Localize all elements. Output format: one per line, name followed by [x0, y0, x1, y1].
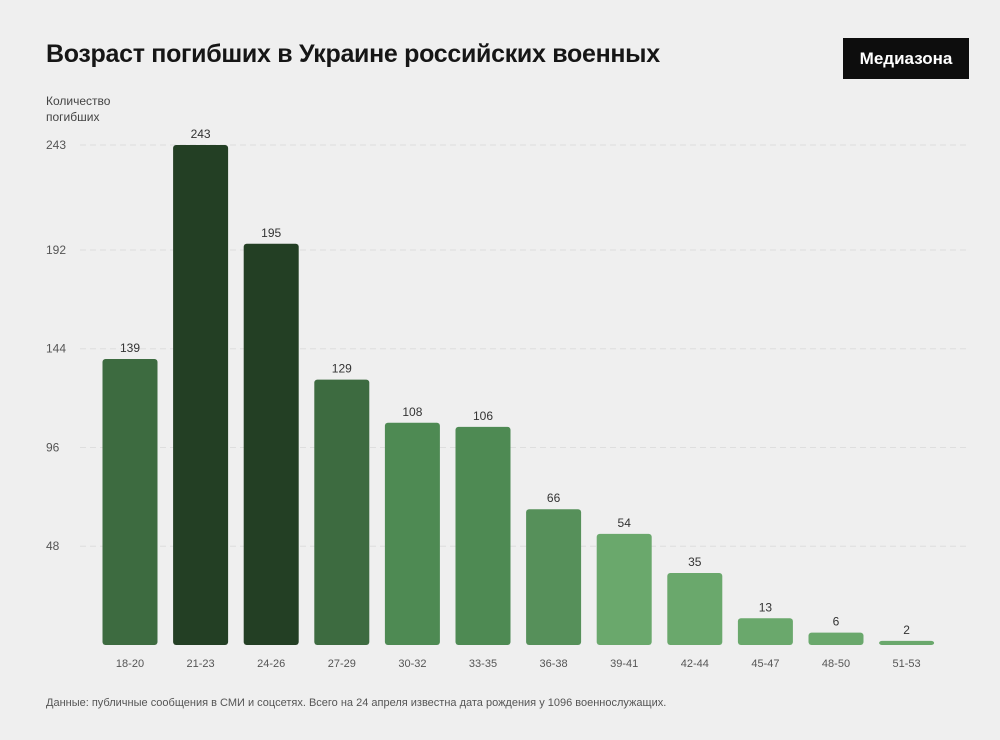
bar-chart: 48 96 144 192 243 139 18-20 243 21-23 195 24-26 12… [46, 127, 970, 670]
bar-value-label: 35 [688, 555, 702, 569]
source-note: Данные: публичные сообщения в СМИ и соцс… [46, 697, 667, 709]
grid-lines: 48 96 144 192 243 [46, 138, 970, 553]
bar-value-label: 66 [547, 491, 561, 505]
y-tick-label: 48 [46, 539, 60, 553]
bars: 139 18-20 243 21-23 195 24-26 129 27-29 108 30-32… [102, 127, 935, 670]
y-axis-label: Количество погибших [46, 94, 111, 124]
bar-value-label: 243 [191, 127, 211, 141]
bar-value-label: 13 [759, 600, 773, 614]
chart-title: Возраст погибших в Украине российских во… [46, 40, 660, 68]
x-tick-label: 21-23 [187, 658, 215, 670]
x-tick-label: 36-38 [540, 658, 568, 670]
bar-value-label: 195 [261, 226, 281, 240]
x-tick-label: 45-47 [751, 658, 779, 670]
bar-value-label: 54 [618, 516, 632, 530]
bar [596, 533, 652, 645]
y-tick-label: 96 [46, 440, 60, 454]
bar-value-label: 6 [833, 615, 840, 629]
x-tick-label: 42-44 [681, 658, 709, 670]
x-tick-label: 24-26 [257, 658, 285, 670]
x-tick-label: 30-32 [398, 658, 426, 670]
bar [314, 379, 370, 645]
bar [808, 632, 864, 645]
x-tick-label: 39-41 [610, 658, 638, 670]
x-tick-label: 27-29 [328, 658, 356, 670]
bar [526, 509, 582, 645]
bar-value-label: 129 [332, 362, 352, 376]
bar [455, 426, 511, 645]
bar [243, 243, 299, 645]
bar [667, 572, 723, 645]
bar [879, 640, 935, 645]
x-tick-label: 18-20 [116, 658, 144, 670]
bar-value-label: 139 [120, 341, 140, 355]
bar [102, 358, 158, 645]
x-tick-label: 51-53 [893, 658, 921, 670]
y-tick-label: 192 [46, 243, 66, 257]
bar [173, 145, 229, 645]
y-tick-label: 144 [46, 342, 66, 356]
bar-value-label: 108 [402, 405, 422, 419]
x-tick-label: 33-35 [469, 658, 497, 670]
y-tick-label: 243 [46, 138, 66, 152]
x-tick-label: 48-50 [822, 658, 850, 670]
brand-logo[interactable]: Медиазона [843, 38, 969, 79]
bar-value-label: 2 [903, 623, 910, 637]
bar [384, 422, 440, 645]
bar [737, 618, 793, 645]
bar-value-label: 106 [473, 409, 493, 423]
